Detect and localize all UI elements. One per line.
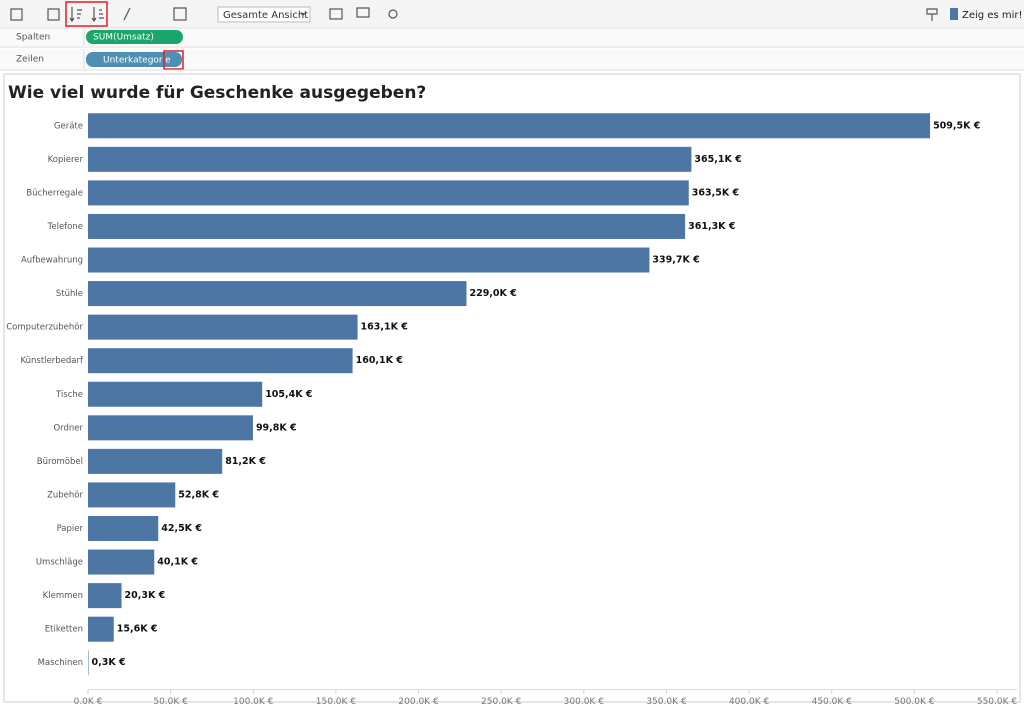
value-label: 81,2K €	[225, 456, 266, 467]
bar	[88, 147, 691, 172]
y-tick-label: Künstlerbedarf	[21, 356, 84, 366]
value-label: 363,5K €	[692, 187, 739, 198]
bar	[88, 482, 175, 507]
toolbar	[0, 0, 1024, 28]
bar	[88, 214, 685, 239]
y-tick-label: Etiketten	[45, 625, 83, 635]
bar	[88, 248, 649, 273]
show-me-icon	[950, 8, 958, 20]
value-label: 40,1K €	[157, 557, 198, 568]
value-label: 163,1K €	[361, 322, 408, 333]
x-tick-label: 250,0K €	[481, 697, 522, 704]
x-tick-label: 350,0K €	[646, 697, 687, 704]
y-tick-label: Kopierer	[48, 155, 84, 165]
bar	[88, 348, 353, 373]
value-label: 365,1K €	[694, 154, 741, 165]
value-label: 160,1K €	[356, 355, 403, 366]
bar	[88, 617, 114, 642]
y-tick-label: Büromöbel	[37, 457, 83, 467]
y-tick-label: Ordner	[53, 423, 83, 433]
y-tick-label: Umschläge	[36, 558, 83, 568]
y-tick-label: Maschinen	[38, 658, 83, 668]
bar	[88, 281, 466, 306]
bar	[88, 180, 689, 205]
chart-title: Wie viel wurde für Geschenke ausgegeben?	[8, 83, 426, 103]
y-tick-label: Tische	[55, 390, 83, 400]
rows-label: Zeilen	[16, 55, 44, 65]
value-label: 99,8K €	[256, 422, 297, 433]
y-tick-label: Klemmen	[43, 591, 83, 601]
value-label: 509,5K €	[933, 120, 980, 131]
value-label: 15,6K €	[117, 624, 158, 635]
y-tick-label: Telefone	[47, 222, 83, 232]
y-tick-label: Bücherregale	[26, 188, 83, 198]
x-tick-label: 0,0K €	[74, 697, 103, 704]
value-label: 0,3K €	[91, 657, 125, 668]
show-me[interactable]: Zeig es mir!	[962, 10, 1023, 21]
value-label: 229,0K €	[469, 288, 516, 299]
x-tick-label: 450,0K €	[812, 697, 853, 704]
y-tick-label: Stühle	[56, 289, 83, 299]
x-tick-label: 100,0K €	[233, 697, 274, 704]
x-tick-label: 500,0K €	[894, 697, 935, 704]
value-label: 52,8K €	[178, 489, 219, 500]
view-dropdown-text: Gesamte Ansicht	[223, 10, 308, 21]
columns-label: Spalten	[16, 33, 50, 43]
value-label: 42,5K €	[161, 523, 202, 534]
x-tick-label: 150,0K €	[316, 697, 357, 704]
value-label: 339,7K €	[652, 255, 699, 266]
value-label: 105,4K €	[265, 389, 312, 400]
columns-pill-text: SUM(Umsatz)	[93, 33, 154, 43]
bar	[88, 449, 222, 474]
x-tick-label: 550,0K €	[977, 697, 1018, 704]
bar	[88, 583, 122, 608]
bar	[88, 382, 262, 407]
y-tick-label: Papier	[57, 524, 84, 534]
x-tick-label: 200,0K €	[398, 697, 439, 704]
rows-pill-text: Unterkategorie	[103, 56, 171, 66]
bar	[88, 516, 158, 541]
bar	[88, 550, 154, 575]
bar	[88, 113, 930, 138]
value-label: 20,3K €	[125, 590, 166, 601]
x-tick-label: 400,0K €	[729, 697, 770, 704]
y-tick-label: Zubehör	[47, 490, 83, 500]
value-label: 361,3K €	[688, 221, 735, 232]
bar	[88, 415, 253, 440]
y-tick-label: Computerzubehör	[6, 323, 83, 333]
y-tick-label: Geräte	[54, 121, 83, 131]
bar	[88, 315, 358, 340]
y-tick-label: Aufbewahrung	[21, 256, 83, 266]
x-tick-label: 300,0K €	[564, 697, 605, 704]
x-tick-label: 50,0K €	[153, 697, 188, 704]
